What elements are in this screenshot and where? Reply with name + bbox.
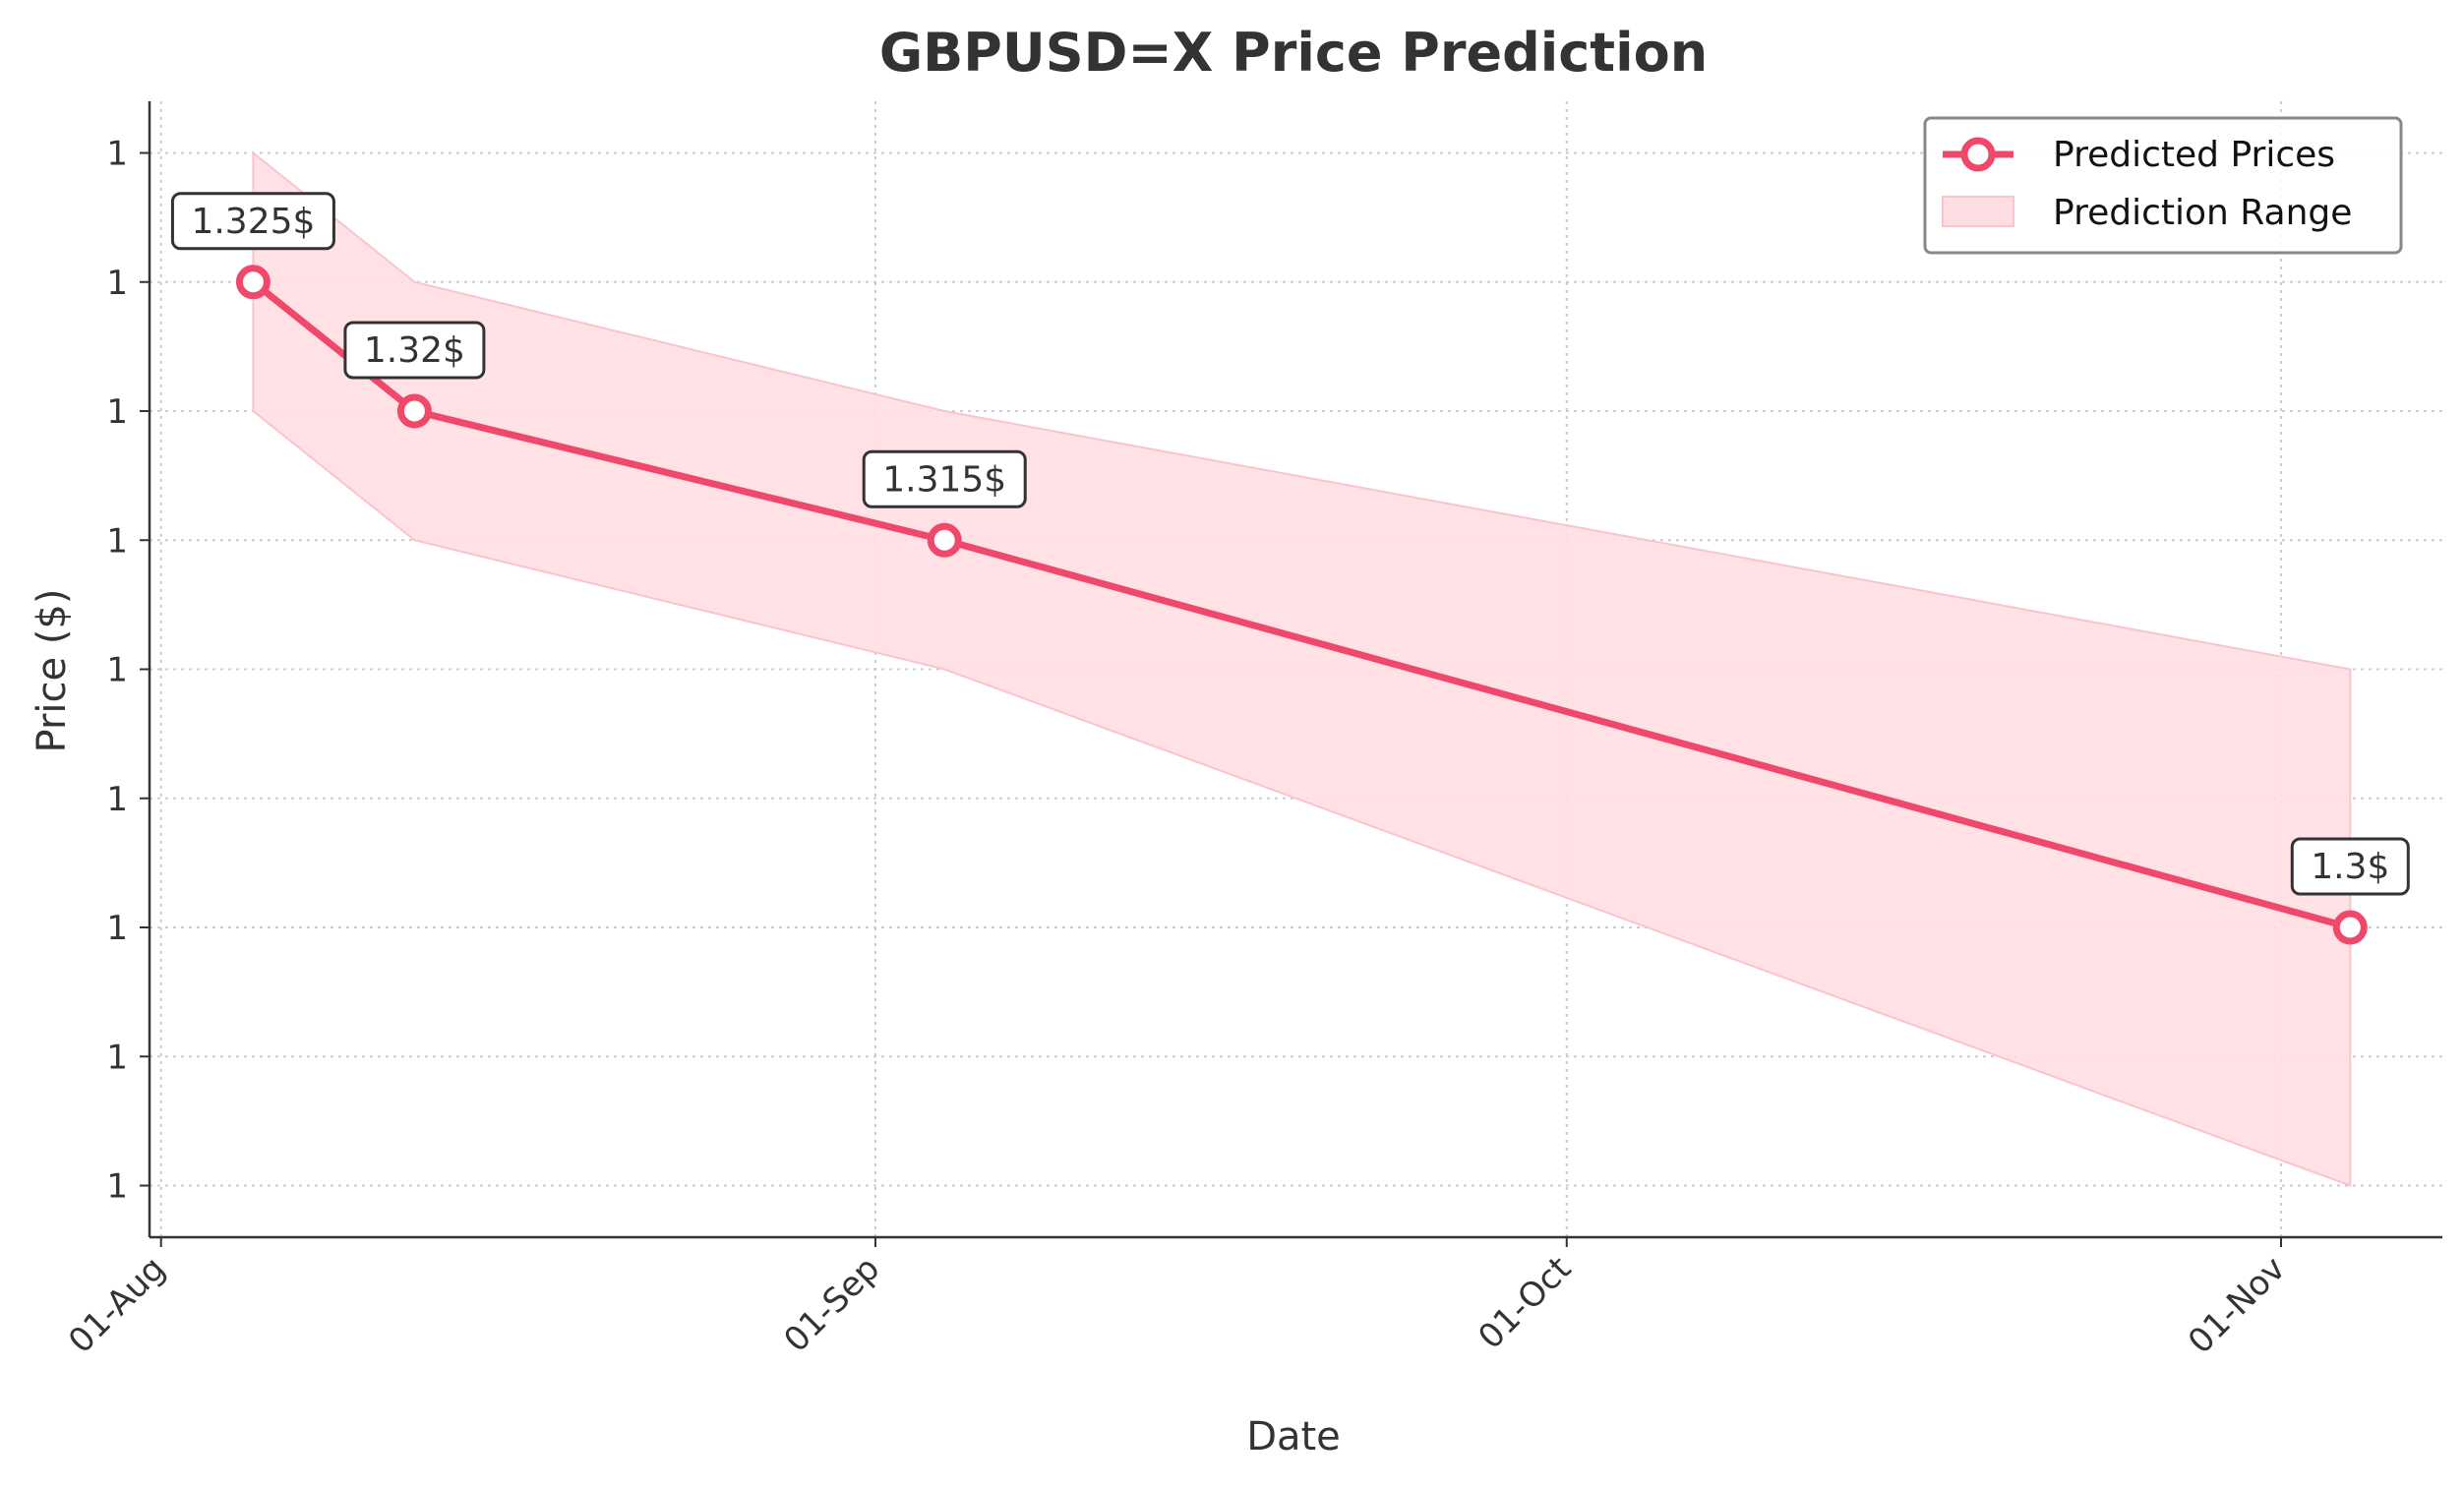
prediction-range-area: [252, 150, 2352, 1187]
annotation-label: 1.32$: [364, 330, 465, 371]
annotation-label: 1.3$: [2311, 847, 2389, 887]
annotation-box: [2290, 837, 2410, 896]
y-tick-label: 1: [106, 909, 128, 948]
prediction-range-band: [252, 150, 2352, 1187]
legend: Predicted Prices Prediction Range: [1923, 116, 2403, 255]
y-tick-label: 1: [106, 651, 128, 690]
predicted-prices-path: [251, 279, 2352, 931]
chart-title: GBPUSD=X Price Prediction: [879, 22, 1708, 84]
price-annotations: 1.325$ 1.32$ 1.315$ 1.3$: [170, 192, 2410, 896]
legend-label-predicted-prices: Predicted Prices: [2053, 135, 2335, 175]
data-point-marker: [2332, 910, 2368, 945]
y-tick-label: 1: [106, 135, 128, 174]
data-point-marker: [927, 522, 962, 558]
legend-frame: [1923, 116, 2403, 255]
x-axis-title: Date: [1246, 1414, 1341, 1459]
annotation-box: [170, 192, 335, 251]
y-tick-label: 1: [106, 1038, 128, 1077]
y-tick-label: 1: [106, 780, 128, 819]
data-point-marker: [235, 265, 270, 300]
annotation-label: 1.315$: [882, 459, 1006, 500]
y-tick-label: 1: [106, 1167, 128, 1207]
y-tick-label: 1: [106, 521, 128, 561]
y-tick-label: 1: [106, 392, 128, 432]
x-tick-label: 01-Sep: [776, 1249, 887, 1360]
annotation-box: [862, 449, 1027, 508]
annotation-label: 1.325$: [191, 202, 315, 242]
x-tick-label: 01-Aug: [61, 1249, 173, 1361]
y-axis-title: Price ($): [30, 589, 75, 753]
predicted-prices-line: [235, 265, 2368, 945]
legend-marker-swatch: [1960, 137, 1996, 172]
x-tick-label: 01-Oct: [1471, 1249, 1579, 1357]
x-tick-label: 01-Nov: [2181, 1249, 2293, 1361]
data-point-marker: [396, 393, 432, 429]
legend-range-swatch: [1942, 196, 2014, 227]
y-tick-label: 1: [106, 264, 128, 303]
annotation-box: [343, 321, 486, 380]
legend-label-prediction-range: Prediction Range: [2053, 193, 2352, 233]
